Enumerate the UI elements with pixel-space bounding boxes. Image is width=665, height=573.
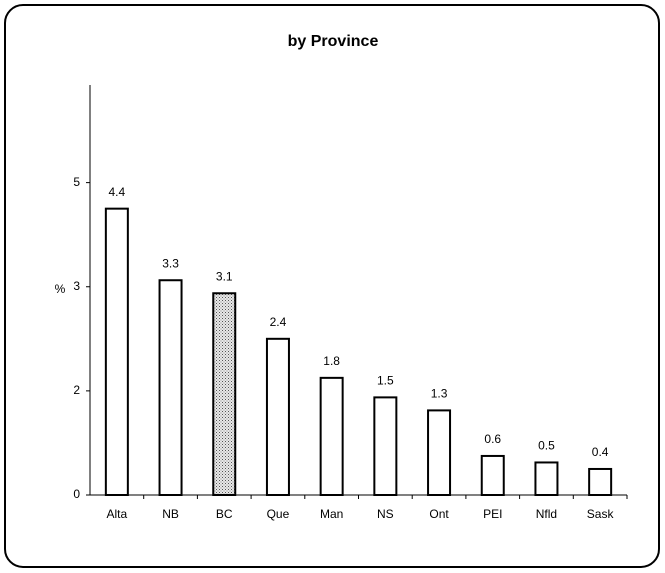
x-tick-label: Nfld [536, 507, 557, 521]
x-tick-label: NS [377, 507, 394, 521]
data-label: 3.3 [162, 256, 179, 270]
data-label: 1.3 [431, 387, 448, 401]
bar [373, 396, 398, 496]
x-tick-label: Ont [429, 507, 449, 521]
x-tick-label: NB [162, 507, 179, 521]
bar [212, 292, 237, 496]
x-tick-label: PEI [483, 507, 502, 521]
data-label: 0.6 [484, 432, 501, 446]
bar [427, 409, 452, 496]
data-label: 4.4 [109, 185, 126, 199]
data-label: 0.5 [538, 439, 555, 453]
x-tick-label: BC [216, 507, 233, 521]
bar [104, 207, 129, 496]
y-tick-label: 0 [73, 487, 80, 501]
chart-title: by Province [288, 33, 379, 50]
y-axis-label: % [55, 282, 66, 296]
bar [480, 454, 505, 497]
bar [265, 337, 290, 496]
bar [588, 467, 613, 497]
bar [158, 279, 183, 496]
bar [319, 376, 344, 497]
y-tick-label: 5 [73, 175, 80, 189]
data-label: 1.5 [377, 374, 394, 388]
x-tick-label: Sask [587, 507, 615, 521]
data-label: 2.4 [270, 315, 287, 329]
data-label: 0.4 [592, 445, 609, 459]
data-label: 3.1 [216, 269, 233, 283]
y-tick-label: 2 [73, 383, 80, 397]
x-tick-label: Man [320, 507, 343, 521]
x-tick-label: Que [267, 507, 290, 521]
bar [534, 461, 559, 497]
y-tick-label: 3 [73, 279, 80, 293]
data-label: 1.8 [323, 354, 340, 368]
x-tick-label: Alta [107, 507, 128, 521]
